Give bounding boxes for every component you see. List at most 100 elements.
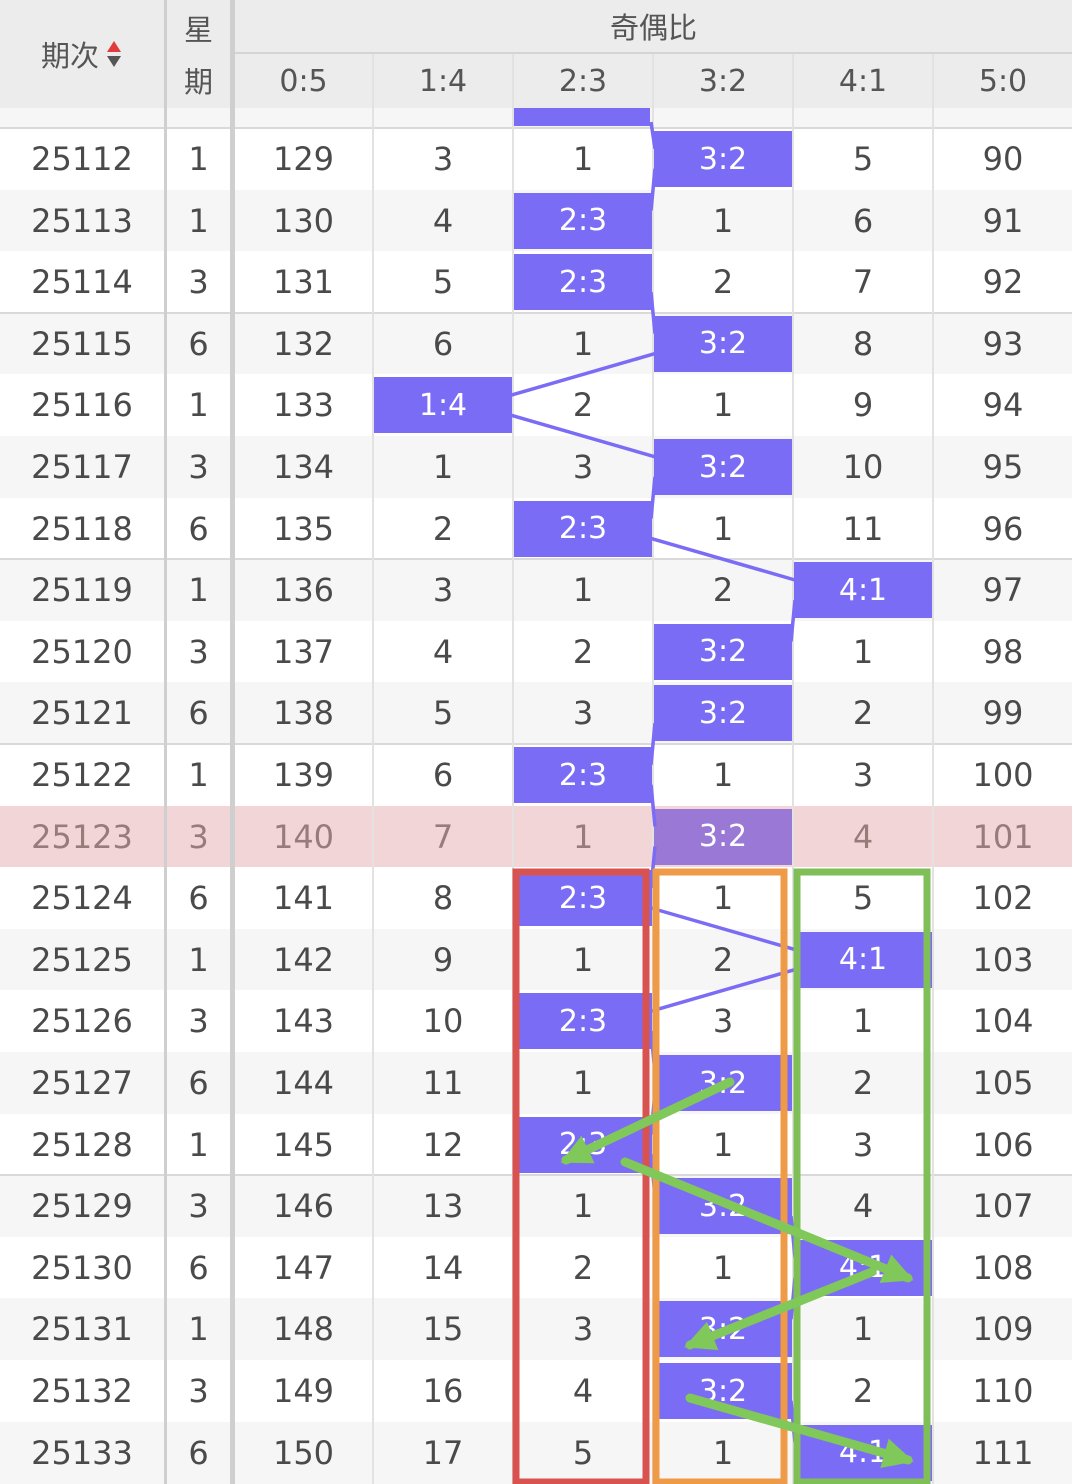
period-header[interactable]: 期次: [0, 0, 164, 108]
column-divider: [230, 0, 235, 1484]
ratio-miss-count-cell: 2: [712, 940, 734, 979]
week-cell: 6: [188, 1433, 209, 1472]
week-cell: 3: [188, 632, 209, 671]
ratio-hit-cell: 2:3: [514, 254, 652, 311]
ratio-miss-count-cell: 3: [432, 571, 454, 610]
group-header-label: 奇偶比: [609, 11, 697, 45]
ratio-miss-count-cell: 147: [272, 1248, 335, 1287]
ratio-miss-count-cell: 3: [572, 1310, 594, 1349]
ratio-miss-count-cell: 132: [272, 324, 335, 363]
ratio-miss-count-cell: 1: [712, 386, 734, 425]
ratio-miss-count-cell: 135: [272, 509, 335, 548]
table-row[interactable]: 25127 6 144 11 1 3:2 2 105: [0, 1052, 1072, 1114]
ratio-hit-cell: 2:3: [514, 192, 652, 249]
table-row[interactable]: 25133 6 150 17 5 1 4:1 111: [0, 1421, 1072, 1484]
period-cell: 25126: [31, 1002, 133, 1041]
column-divider: [792, 52, 794, 1484]
table-row[interactable]: 25121 6 138 5 3 3:2 2 99: [0, 682, 1072, 745]
ratio-miss-count-cell: 2: [852, 1064, 874, 1102]
ratio-miss-count-cell: 2: [572, 386, 594, 425]
table-row[interactable]: 25123 3 140 7 1 3:2 4 101: [0, 805, 1072, 868]
ratio-hit-cell: 3:2: [654, 315, 792, 372]
ratio-miss-count-cell: 1: [572, 140, 594, 178]
ratio-hit-cell: 4:1: [794, 1239, 932, 1296]
table-row[interactable]: 25122 1 139 6 2:3 1 3 100: [0, 744, 1072, 806]
table-row[interactable]: 25119 1 136 3 1 2 4:1 97: [0, 559, 1072, 622]
week-header: 星 期: [167, 0, 230, 108]
ratio-miss-count-cell: 11: [422, 1064, 464, 1102]
ratio-hit-cell: 4:1: [794, 562, 932, 619]
ratio-miss-count-cell: 106: [972, 1125, 1034, 1164]
table-row[interactable]: 25129 3 146 13 1 3:2 4 107: [0, 1175, 1072, 1238]
ratio-hit-cell: 2:3: [514, 993, 652, 1050]
ratio-miss-count-cell: 2: [572, 1248, 594, 1287]
ratio-miss-count-cell: 1: [712, 201, 734, 240]
ratio-hit-cell: 3:2: [654, 1363, 792, 1419]
table-row[interactable]: 25120 3 137 4 2 3:2 1 98: [0, 620, 1072, 683]
row-separator: [0, 743, 1072, 745]
ratio-miss-count-cell: 5: [432, 694, 454, 733]
week-cell: 1: [188, 1310, 209, 1349]
column-divider: [932, 52, 934, 1484]
ratio-miss-count-cell: 110: [972, 1372, 1034, 1410]
column-divider: [164, 0, 167, 1484]
table-row[interactable]: 25128 1 145 12 2:3 1 3 106: [0, 1113, 1072, 1176]
table-row[interactable]: 25124 6 141 8 2:3 1 5 102: [0, 867, 1072, 930]
week-cell: 1: [188, 571, 209, 610]
week-cell: 3: [188, 263, 209, 302]
ratio-miss-count-cell: 139: [272, 756, 335, 794]
ratio-miss-count-cell: 98: [982, 632, 1024, 671]
row-separator: [0, 558, 1072, 561]
ratio-miss-count-cell: 146: [272, 1187, 335, 1226]
ratio-miss-count-cell: 91: [982, 201, 1024, 240]
week-cell: 6: [188, 509, 209, 548]
ratio-miss-count-cell: 137: [272, 632, 335, 671]
row-separator: [0, 127, 1072, 129]
ratio-miss-count-cell: 105: [972, 1064, 1034, 1102]
ratio-miss-count-cell: 148: [272, 1310, 335, 1349]
ratio-miss-count-cell: 133: [272, 386, 335, 425]
ratio-miss-count-cell: 1: [852, 632, 874, 671]
table-row[interactable]: 25126 3 143 10 2:3 3 1 104: [0, 990, 1072, 1053]
ratio-miss-count-cell: 3: [852, 1125, 874, 1164]
ratio-miss-count-cell: 9: [852, 386, 874, 425]
period-header-label: 期次: [40, 39, 99, 73]
ratio-miss-count-cell: 93: [982, 324, 1024, 363]
table-row[interactable]: 25118 6 135 2 2:3 1 11 96: [0, 497, 1072, 560]
table-row[interactable]: 25114 3 131 5 2:3 2 7 92: [0, 251, 1072, 314]
column-header-ratio-0-5: 0:5: [235, 54, 372, 108]
ratio-miss-count-cell: 134: [272, 448, 335, 486]
ratio-hit-cell: 2:3: [514, 1116, 652, 1173]
table-row[interactable]: 25130 6 147 14 2 1 4:1 108: [0, 1236, 1072, 1299]
period-cell: 25132: [31, 1372, 133, 1410]
period-cell: 25124: [31, 879, 133, 918]
period-cell: 25116: [31, 386, 133, 425]
ratio-miss-count-cell: 150: [272, 1433, 335, 1472]
ratio-miss-count-cell: 141: [272, 879, 335, 918]
table-row[interactable]: 25116 1 133 1:4 2 1 9 94: [0, 374, 1072, 437]
ratio-hit-cell: 3:2: [654, 439, 792, 495]
table-row[interactable]: 25117 3 134 1 3 3:2 10 95: [0, 436, 1072, 498]
ratio-miss-count-cell: 3: [712, 1002, 734, 1041]
ratio-miss-count-cell: 2: [572, 632, 594, 671]
ratio-miss-count-cell: 16: [422, 1372, 464, 1410]
table-row[interactable]: 25132 3 149 16 4 3:2 2 110: [0, 1360, 1072, 1422]
week-cell: 3: [188, 817, 209, 856]
sort-toggle-icon[interactable]: [105, 39, 123, 69]
ratio-miss-count-cell: 1: [572, 817, 594, 856]
table-row[interactable]: 25125 1 142 9 1 2 4:1 103: [0, 928, 1072, 991]
ratio-miss-count-cell: 90: [982, 140, 1024, 178]
ratio-miss-count-cell: 130: [272, 201, 335, 240]
header-divider: [235, 52, 1072, 54]
period-cell: 25133: [31, 1433, 133, 1472]
table-row[interactable]: 25112 1 129 3 1 3:2 5 90: [0, 128, 1072, 190]
ratio-miss-count-cell: 4: [852, 1187, 874, 1226]
table-row[interactable]: 25115 6 132 6 1 3:2 8 93: [0, 312, 1072, 375]
ratio-miss-count-cell: 4: [432, 201, 454, 240]
table-row[interactable]: 25113 1 130 4 2:3 1 6 91: [0, 189, 1072, 252]
ratio-miss-count-cell: 108: [972, 1248, 1034, 1287]
table-row[interactable]: 25131 1 148 15 3 3:2 1 109: [0, 1298, 1072, 1361]
ratio-hit-cell: 3:2: [654, 1178, 792, 1235]
ratio-miss-count-cell: 9: [432, 940, 454, 979]
period-cell: 25131: [31, 1310, 133, 1349]
